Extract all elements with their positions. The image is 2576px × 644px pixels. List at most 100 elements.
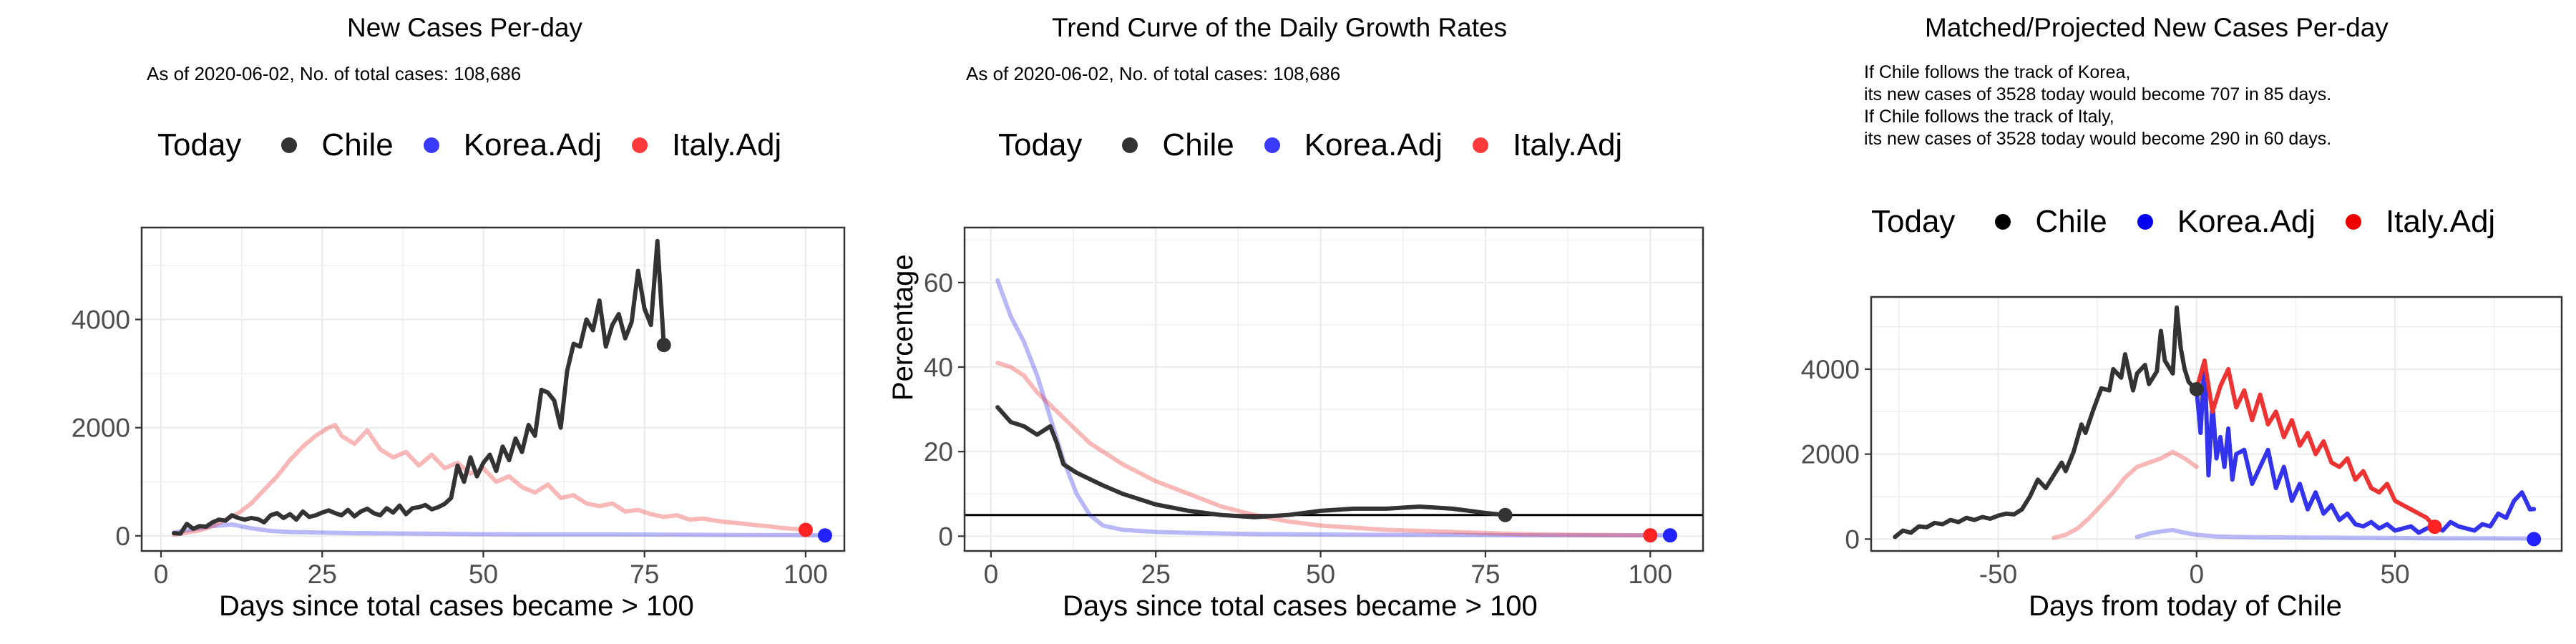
chart-legend: Today Chile Korea.Adj Italy.Adj — [1871, 204, 2525, 240]
x-tick-label: -50 — [1979, 560, 2017, 589]
legend-label: Korea.Adj — [1304, 127, 1443, 162]
today-marker-chile — [2189, 381, 2204, 396]
series-line-korea-adj — [2135, 527, 2537, 541]
chart-subtitle: As of 2020-06-02, No. of total cases: 10… — [147, 63, 522, 84]
today-marker-italy-adj — [798, 522, 813, 537]
series-line-korea-adj — [995, 278, 1672, 538]
series-line-chile — [1893, 305, 2199, 540]
plot-background — [142, 228, 844, 551]
today-marker-korea-adj-projected — [2527, 532, 2542, 547]
chart-legend: Today Chile Korea.Adj Italy.Adj — [157, 127, 811, 163]
projection-note: its new cases of 3528 today would become… — [1864, 129, 2332, 149]
projection-note: its new cases of 3528 today would become… — [1864, 84, 2332, 104]
y-axis-title: Percentage — [887, 254, 919, 401]
chart-panel-new-cases: New Cases Per-day As of 2020-06-02, No. … — [0, 0, 859, 644]
legend-dot — [1264, 137, 1280, 153]
x-tick-label: 25 — [1141, 560, 1171, 589]
legend-dot — [281, 137, 298, 153]
legend-dot — [2137, 214, 2153, 230]
x-tick-label: 0 — [154, 560, 169, 589]
today-marker-italy-adj-projected — [2427, 519, 2442, 535]
x-axis-title: Days since total cases became > 100 — [1063, 590, 1538, 622]
y-tick-label: 0 — [1845, 525, 1860, 554]
legend-label: Chile — [1162, 127, 1234, 162]
legend-dot — [1472, 137, 1488, 153]
legend-label: Korea.Adj — [463, 127, 602, 162]
legend-dot — [423, 137, 439, 153]
legend-dot — [631, 137, 648, 153]
y-tick-label: 2000 — [1801, 440, 1860, 469]
legend-item-chile: Chile — [1122, 127, 1234, 163]
y-tick-label: 0 — [938, 522, 953, 551]
plot-area: 0 25 50 75 100 0 2000 4000 — [72, 226, 846, 589]
chart-subtitle: As of 2020-06-02, No. of total cases: 10… — [966, 63, 1341, 84]
y-tick-label: 4000 — [1801, 355, 1860, 384]
legend-item-italy: Italy.Adj — [1472, 127, 1623, 163]
series-line-chile — [995, 405, 1508, 519]
legend-label: Chile — [321, 127, 394, 162]
legend-label: Italy.Adj — [1512, 127, 1623, 162]
today-marker-korea-adj — [1662, 528, 1677, 543]
chart-title: Trend Curve of the Daily Growth Rates — [1052, 13, 1508, 42]
x-tick-label: 50 — [1306, 560, 1335, 589]
x-tick-label: 50 — [2380, 560, 2409, 589]
plot-background — [965, 228, 1703, 551]
y-tick-label: 2000 — [72, 414, 130, 443]
x-tick-label: 50 — [469, 560, 498, 589]
x-tick-label: 0 — [2189, 560, 2204, 589]
y-tick-label: 0 — [115, 522, 130, 551]
plot-border — [140, 226, 846, 552]
legend-dot — [2345, 214, 2361, 230]
chart-title: New Cases Per-day — [347, 13, 583, 42]
legend-label: Chile — [2035, 204, 2107, 239]
projection-note: If Chile follows the track of Italy, — [1864, 107, 2114, 127]
legend-dot — [1995, 214, 2011, 230]
x-tick-label: 75 — [1470, 560, 1500, 589]
projection-note: If Chile follows the track of Korea, — [1864, 62, 2131, 82]
today-marker-chile — [656, 338, 671, 353]
legend-dot — [1122, 137, 1138, 153]
series-line-italy-adj — [172, 422, 808, 537]
today-marker-italy-adj — [1643, 528, 1658, 543]
chart-legend: Today Chile Korea.Adj Italy.Adj — [998, 127, 1652, 163]
legend-label: Korea.Adj — [2177, 204, 2316, 239]
chart-panel-growth-rates: Trend Curve of the Daily Growth Rates As… — [859, 0, 1717, 644]
series-line-italy-adj-projected — [2194, 358, 2437, 530]
plot-area: -50 0 50 0 2000 4000 — [1801, 296, 2563, 589]
plot-border — [963, 226, 1704, 552]
y-tick-label: 20 — [924, 437, 953, 467]
x-axis-title: Days from today of Chile — [2029, 590, 2342, 622]
plot-area: 0 25 50 75 100 0 20 40 60 — [924, 226, 1704, 589]
x-tick-label: 100 — [1628, 560, 1672, 589]
y-tick-label: 60 — [924, 268, 953, 298]
legend-item-chile: Chile — [1995, 204, 2107, 240]
series-line-italy-adj — [995, 361, 1653, 538]
series-line-chile — [172, 238, 666, 536]
legend-title: Today — [157, 127, 242, 162]
x-axis-title: Days since total cases became > 100 — [219, 590, 694, 622]
chart-panel-projected: Matched/Projected New Cases Per-day If C… — [1717, 0, 2576, 644]
today-marker-chile — [1498, 507, 1513, 522]
legend-label: Italy.Adj — [2385, 204, 2496, 239]
legend-item-chile: Chile — [281, 127, 394, 163]
legend-item-italy: Italy.Adj — [2345, 204, 2496, 240]
legend-item-italy: Italy.Adj — [631, 127, 782, 163]
plot-border — [1870, 296, 2563, 552]
plot-background — [1871, 297, 2562, 551]
x-tick-label: 100 — [784, 560, 828, 589]
series-line-italy-adj — [2051, 449, 2199, 540]
legend-label: Italy.Adj — [671, 127, 782, 162]
y-tick-label: 4000 — [72, 305, 130, 334]
x-tick-label: 25 — [308, 560, 337, 589]
legend-item-korea: Korea.Adj — [1264, 127, 1443, 163]
chart-title: Matched/Projected New Cases Per-day — [1925, 13, 2389, 42]
legend-title: Today — [1871, 204, 1956, 239]
x-tick-label: 0 — [984, 560, 999, 589]
today-marker-korea-adj — [817, 528, 832, 543]
legend-title: Today — [998, 127, 1083, 162]
series-line-korea-adj — [172, 522, 827, 538]
x-tick-label: 75 — [630, 560, 659, 589]
legend-item-korea: Korea.Adj — [423, 127, 602, 163]
series-line-korea-adj-projected — [2194, 358, 2537, 535]
legend-item-korea: Korea.Adj — [2137, 204, 2316, 240]
